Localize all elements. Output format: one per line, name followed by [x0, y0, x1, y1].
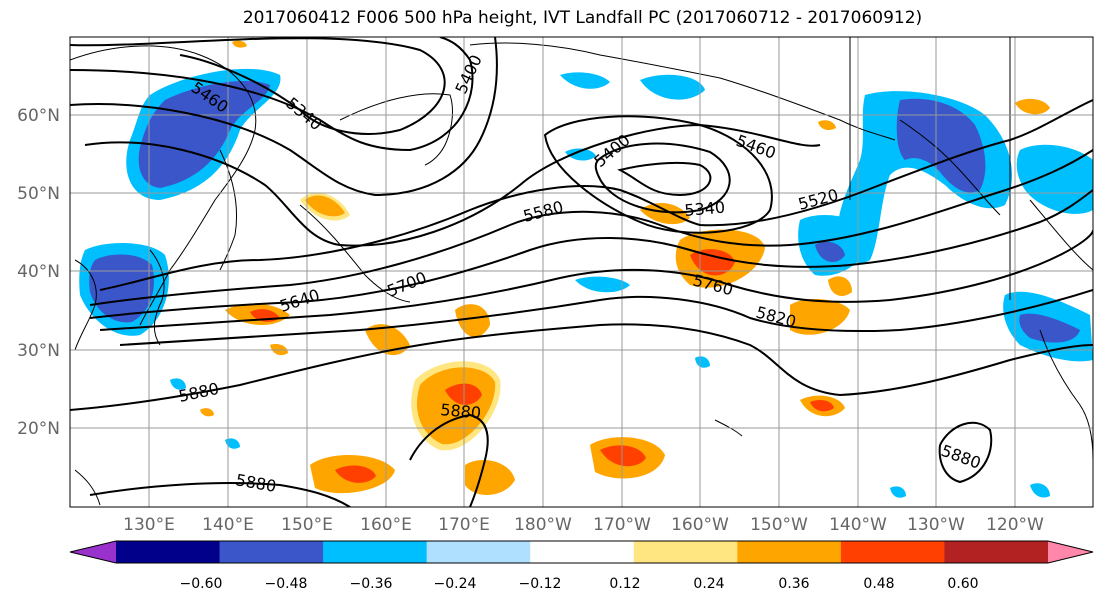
colorbar-swatch	[426, 541, 531, 563]
contour-label: 5700	[384, 268, 429, 301]
contour-label: 5880	[440, 400, 482, 422]
lat-label: 30°N	[17, 341, 60, 361]
colorbar-swatch	[633, 541, 738, 563]
contour-label: 5520	[796, 185, 840, 214]
colorbar-swatch	[840, 541, 945, 563]
contour-label: 5340	[282, 94, 325, 135]
lon-label: 130°E	[123, 515, 175, 535]
lat-label: 40°N	[17, 262, 60, 282]
lon-label: 170°W	[593, 515, 651, 535]
colorbar-tick-label: −0.24	[434, 576, 477, 592]
colorbar-ticks: −0.60 −0.48 −0.36 −0.24 −0.12 0.12 0.24 …	[180, 576, 979, 592]
height-contours	[70, 37, 1093, 507]
contour-label: 5400	[451, 52, 485, 97]
colorbar-tick-label: 0.12	[609, 576, 640, 592]
colorbar-tick-label: 0.60	[947, 576, 978, 592]
lon-label: 150°E	[281, 515, 333, 535]
longitude-labels: 130°E 140°E 150°E 160°E 170°E 180°W 170°…	[123, 515, 1044, 535]
colorbar-tick-label: 0.24	[693, 576, 724, 592]
map-title: 2017060412 F006 500 hPa height, IVT Land…	[242, 8, 923, 28]
contour-label: 5640	[277, 285, 322, 316]
lon-label: 180°W	[514, 515, 572, 535]
coastlines	[70, 37, 1093, 506]
colorbar	[69, 540, 1094, 564]
colorbar-tick-label: −0.48	[265, 576, 308, 592]
colorbar-extend-low	[70, 541, 116, 563]
colorbar-swatch	[530, 541, 635, 563]
colorbar-tick-label: −0.36	[350, 576, 393, 592]
graticule	[70, 37, 1093, 507]
contour-label: 5880	[939, 441, 984, 473]
colorbar-swatch	[323, 541, 428, 563]
colorbar-swatch	[116, 541, 221, 563]
ivt-negative-shading	[79, 68, 1093, 498]
colorbar-swatch	[219, 541, 324, 563]
lon-label: 150°W	[750, 515, 808, 535]
lat-label: 20°N	[17, 419, 60, 439]
colorbar-tick-label: 0.36	[778, 576, 809, 592]
lat-label: 50°N	[17, 184, 60, 204]
lon-label: 140°W	[829, 515, 887, 535]
lon-label: 160°W	[671, 515, 729, 535]
ivt-positive-shading	[200, 40, 1050, 496]
colorbar-tick-label: 0.48	[863, 576, 894, 592]
lat-label: 60°N	[17, 106, 60, 126]
lon-label: 140°E	[202, 515, 254, 535]
lon-label: 160°E	[360, 515, 412, 535]
lon-label: 130°W	[907, 515, 965, 535]
colorbar-swatch	[737, 541, 842, 563]
latitude-labels: 60°N 50°N 40°N 30°N 20°N	[17, 106, 60, 439]
map-frame	[69, 36, 1094, 508]
colorbar-tick-label: −0.60	[180, 576, 223, 592]
contour-label: 5340	[684, 198, 726, 220]
lon-label: 170°E	[438, 515, 490, 535]
lon-label: 120°W	[986, 515, 1044, 535]
colorbar-extend-high	[1048, 541, 1093, 563]
colorbar-swatch	[944, 541, 1049, 563]
colorbar-tick-label: −0.12	[519, 576, 562, 592]
colorbar-outline	[69, 540, 1094, 564]
contour-label: 5880	[234, 470, 277, 496]
